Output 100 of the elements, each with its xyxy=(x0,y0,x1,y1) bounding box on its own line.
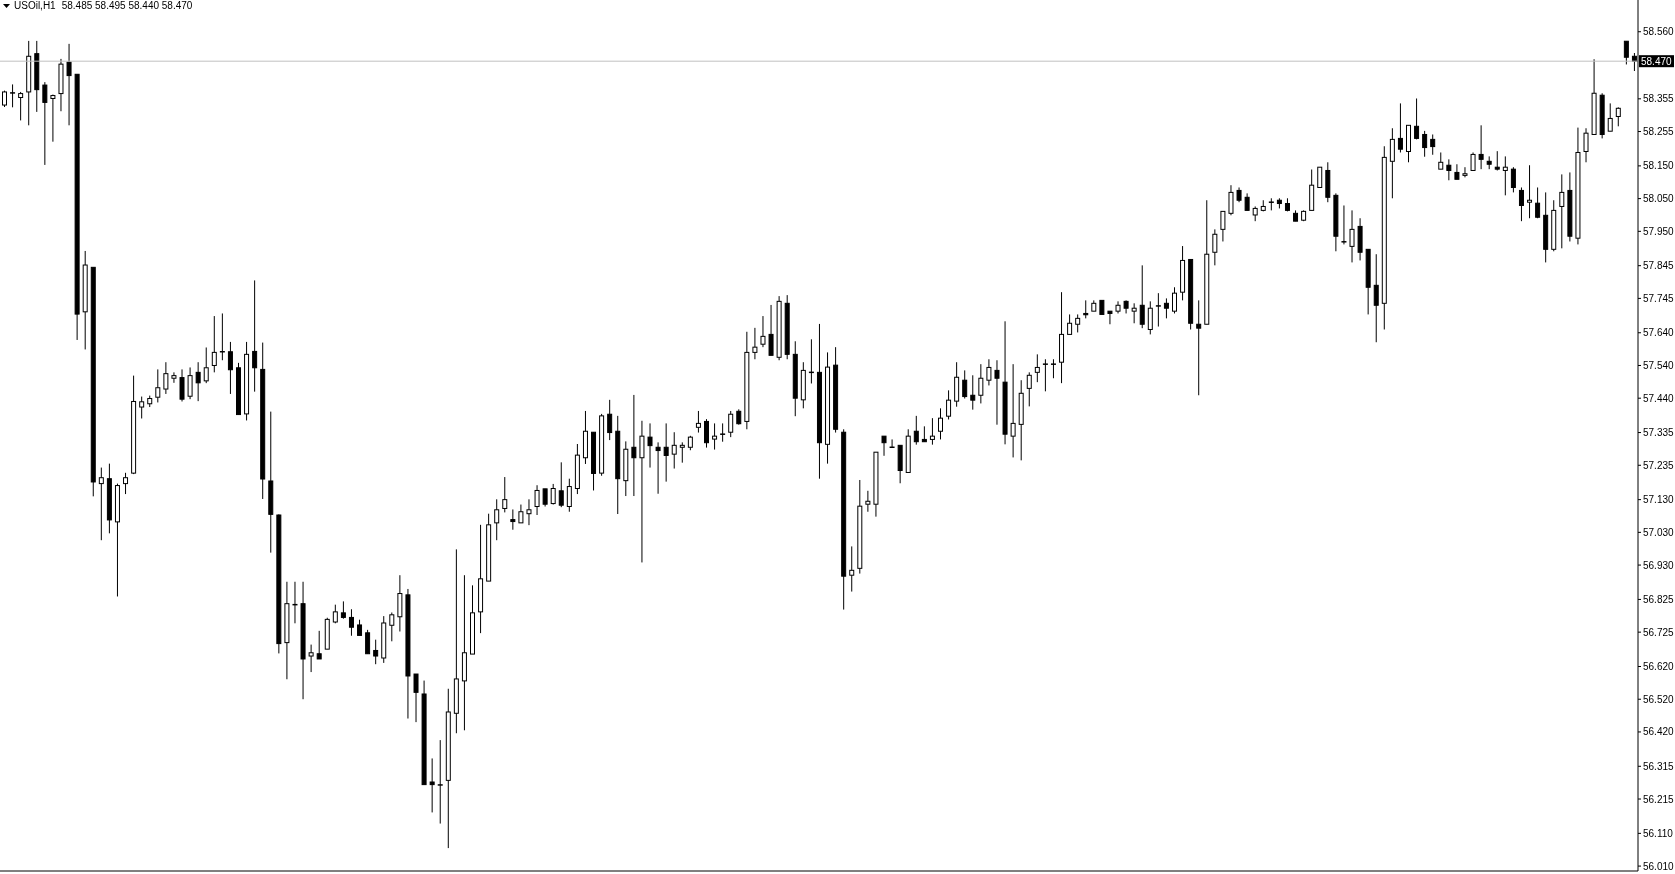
candlestick xyxy=(1559,173,1565,249)
candlestick xyxy=(970,374,976,411)
candlestick xyxy=(1389,127,1395,199)
candlestick xyxy=(9,83,16,108)
candlestick xyxy=(348,608,354,637)
candlestick xyxy=(865,490,871,513)
candlestick xyxy=(155,368,161,403)
candlestick xyxy=(429,757,435,813)
candlestick xyxy=(1147,300,1153,335)
candlestick xyxy=(526,498,532,526)
candlestick xyxy=(1026,371,1032,407)
candlestick xyxy=(50,94,56,143)
candlestick xyxy=(1067,313,1073,335)
candlestick xyxy=(1397,102,1403,153)
y-tick-label: 57.950 xyxy=(1643,225,1675,237)
candlestick xyxy=(954,361,960,408)
candlestick xyxy=(1155,292,1162,328)
candlestick xyxy=(1615,106,1621,127)
candlestick xyxy=(1107,310,1113,325)
candlestick xyxy=(163,361,169,395)
y-tick-label: 57.030 xyxy=(1643,526,1675,538)
candlestick xyxy=(139,396,145,419)
candlestick xyxy=(712,422,718,451)
candlestick xyxy=(518,504,524,524)
candlestick xyxy=(550,483,556,506)
candlestick xyxy=(695,410,701,434)
candlestick xyxy=(671,431,677,470)
candlestick xyxy=(704,418,709,449)
candlestick xyxy=(1373,253,1379,343)
y-tick-label: 58.255 xyxy=(1643,126,1675,138)
candlestick xyxy=(768,304,774,356)
candlestick xyxy=(1010,363,1016,458)
candlestick xyxy=(510,508,516,531)
candlestick xyxy=(881,435,887,457)
candlestick xyxy=(1607,102,1613,132)
candlestick xyxy=(534,484,540,516)
candlestick xyxy=(195,361,201,402)
candlestick xyxy=(849,545,855,593)
candlestick xyxy=(1139,264,1145,329)
candlestick xyxy=(1340,204,1348,245)
chart-title: USOil,H1 xyxy=(14,0,56,12)
candlestick xyxy=(1518,186,1524,222)
y-tick-label: 57.130 xyxy=(1643,494,1675,506)
candlestick xyxy=(719,422,726,443)
y-tick-label: 56.520 xyxy=(1643,693,1675,705)
ref-line-label: 58.470 xyxy=(1641,55,1673,67)
y-tick-label: 56.725 xyxy=(1643,626,1675,638)
candlestick xyxy=(994,359,1000,426)
y-tick-label: 56.315 xyxy=(1643,760,1675,772)
y-tick-label: 57.335 xyxy=(1643,427,1675,439)
candlestick xyxy=(1430,133,1436,156)
candlestick xyxy=(760,315,766,348)
candlestick xyxy=(1623,40,1629,65)
y-tick-label: 58.050 xyxy=(1643,193,1675,205)
y-tick-label: 57.845 xyxy=(1643,260,1675,272)
candlestick xyxy=(566,478,572,513)
candlestick xyxy=(978,363,984,404)
y-tick-label: 56.420 xyxy=(1643,726,1675,738)
candlestick xyxy=(66,43,72,126)
candlestick xyxy=(502,476,508,513)
candlestick xyxy=(639,420,645,563)
y-tick-label: 56.825 xyxy=(1643,593,1675,605)
y-tick-label: 56.110 xyxy=(1643,827,1674,839)
candlestick xyxy=(18,91,24,121)
candlestick xyxy=(227,341,233,395)
y-tick-label: 57.235 xyxy=(1643,459,1675,471)
candlestick xyxy=(203,346,209,384)
candlestick xyxy=(946,389,952,420)
candlestick xyxy=(1196,299,1202,396)
candlestick xyxy=(1349,209,1355,263)
candlestick xyxy=(558,461,564,508)
candlestick xyxy=(1502,155,1508,196)
candlestick xyxy=(308,644,314,673)
y-tick-label: 56.620 xyxy=(1643,661,1675,672)
y-tick-label: 57.640 xyxy=(1643,327,1675,339)
candlestick xyxy=(1510,166,1516,193)
candlestick xyxy=(1042,358,1049,392)
candlestick xyxy=(494,498,500,541)
y-tick-label: 58.560 xyxy=(1643,26,1675,38)
candlestick xyxy=(187,366,193,400)
y-tick-label: 58.355 xyxy=(1643,93,1675,105)
candlestick xyxy=(1317,166,1323,188)
candlestick xyxy=(1454,163,1460,180)
candlestick xyxy=(655,441,661,495)
candlestick xyxy=(1163,297,1169,319)
candlestick xyxy=(752,327,758,360)
candlestick xyxy=(1131,302,1137,324)
candlestick xyxy=(1422,130,1428,158)
candlestick xyxy=(913,415,919,446)
candlestick xyxy=(171,371,177,384)
candlestick xyxy=(1050,358,1057,379)
candlestick xyxy=(413,673,419,723)
candlestick xyxy=(397,574,403,632)
candlestick xyxy=(663,422,669,483)
y-tick-label: 58.150 xyxy=(1643,160,1675,172)
candlestick xyxy=(929,417,935,446)
candlestick xyxy=(1583,127,1589,163)
candlestick xyxy=(728,410,734,438)
candlestick xyxy=(938,407,943,440)
candlestick xyxy=(365,629,371,655)
